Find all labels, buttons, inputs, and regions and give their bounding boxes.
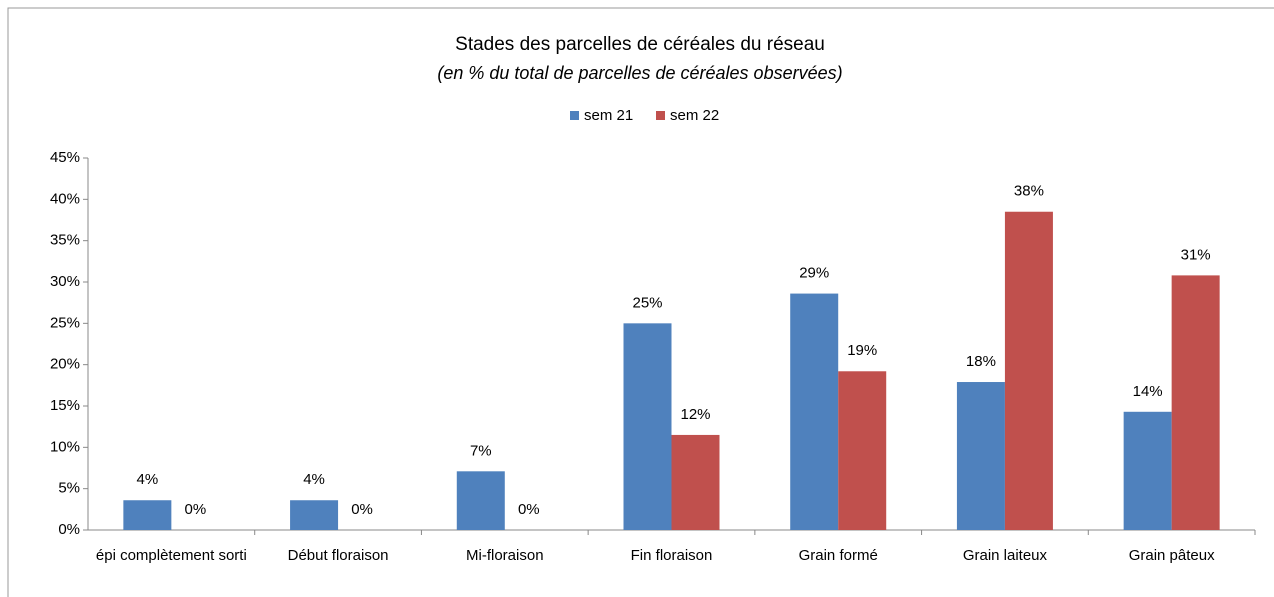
y-tick-label: 35%: [50, 232, 80, 249]
x-tick-label: Grain pâteux: [1128, 547, 1215, 564]
bar: [838, 371, 887, 530]
legend-label: sem 22: [670, 107, 719, 124]
value-label: 25%: [632, 294, 662, 311]
x-tick-label: Grain laiteux: [962, 547, 1048, 564]
x-tick-label: Début floraison: [287, 547, 389, 564]
value-label: 19%: [847, 342, 877, 359]
bar: [456, 471, 505, 530]
frame: [7, 7, 1274, 597]
legend-swatch: [570, 111, 579, 120]
y-tick-label: 5%: [58, 480, 80, 497]
y-tick-label: 30%: [50, 273, 80, 290]
legend-label: sem 21: [584, 107, 633, 124]
y-tick-label: 0%: [58, 521, 80, 538]
bar: [790, 293, 839, 530]
value-label: 7%: [470, 442, 492, 459]
value-label: 12%: [680, 406, 710, 423]
bar: [1004, 211, 1053, 530]
x-tick-label: épi complètement sorti: [95, 547, 247, 564]
y-tick-label: 15%: [50, 397, 80, 414]
x-tick-label: Mi-floraison: [466, 547, 544, 564]
y-tick-label: 10%: [50, 438, 80, 455]
bar: [623, 323, 672, 530]
bar: [290, 500, 339, 530]
x-tick-label: Fin floraison: [630, 547, 713, 564]
value-label: 14%: [1133, 383, 1163, 400]
y-tick-label: 40%: [50, 190, 80, 207]
value-label: 18%: [966, 353, 996, 370]
value-label: 0%: [518, 501, 540, 518]
value-label: 4%: [303, 471, 325, 488]
value-label: 29%: [799, 265, 829, 282]
bar: [956, 382, 1005, 530]
legend-swatch: [656, 111, 665, 120]
chart-subtitle: (en % du total de parcelles de céréales …: [437, 63, 842, 83]
value-label: 31%: [1181, 246, 1211, 263]
value-label: 38%: [1014, 183, 1044, 200]
y-tick-label: 20%: [50, 356, 80, 373]
bar: [671, 434, 720, 530]
x-tick-label: Grain formé: [798, 547, 878, 564]
bar: [123, 500, 172, 530]
value-label: 4%: [137, 471, 159, 488]
y-tick-label: 25%: [50, 314, 80, 331]
bar: [1123, 411, 1172, 530]
value-label: 0%: [185, 501, 207, 518]
value-label: 0%: [351, 501, 373, 518]
chart-title: Stades des parcelles de céréales du rése…: [455, 34, 825, 55]
y-tick-label: 45%: [50, 149, 80, 166]
bar: [1171, 275, 1220, 530]
